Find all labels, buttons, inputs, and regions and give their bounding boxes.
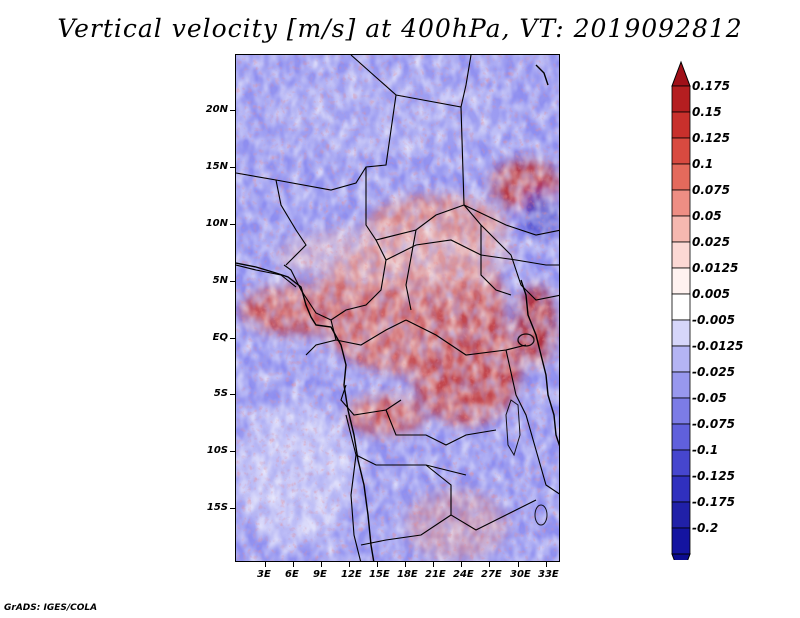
longitude-tick <box>546 562 547 567</box>
colorbar-segment <box>671 293 691 321</box>
colorbar-label: 0.025 <box>692 235 730 249</box>
colorbar-segment <box>671 111 691 139</box>
colorbar-segment <box>671 319 691 347</box>
longitude-label: 30E <box>510 569 531 580</box>
colorbar-segment <box>671 85 691 113</box>
latitude-label: 10N <box>205 218 228 229</box>
colorbar-label: -0.2 <box>692 521 719 535</box>
colorbar-segment <box>671 60 691 87</box>
longitude-tick <box>489 562 490 567</box>
longitude-label: 15E <box>369 569 390 580</box>
longitude-tick <box>293 562 294 567</box>
longitude-label: 27E <box>481 569 502 580</box>
colorbar-label: -0.075 <box>692 417 735 431</box>
colorbar-label: -0.125 <box>692 469 735 483</box>
latitude-label: 10S <box>206 445 228 456</box>
latitude-label: 15S <box>206 502 228 513</box>
colorbar-segment <box>671 137 691 165</box>
vertical-velocity-field <box>236 55 559 561</box>
grads-credit: GrADS: IGES/COLA <box>4 603 98 613</box>
longitude-tick <box>461 562 462 567</box>
colorbar-segment <box>671 215 691 243</box>
colorbar-label: 0.0125 <box>692 261 739 275</box>
colorbar-label: 0.125 <box>692 131 730 145</box>
colorbar-label: 0.15 <box>692 105 722 119</box>
colorbar-segment <box>671 397 691 425</box>
colorbar-segment <box>671 371 691 399</box>
longitude-label: 9E <box>313 569 327 580</box>
latitude-label: EQ <box>212 332 228 343</box>
longitude-label: 18E <box>397 569 418 580</box>
colorbar <box>671 60 691 560</box>
colorbar-segment <box>671 423 691 451</box>
colorbar-segment <box>671 527 691 555</box>
latitude-label: 20N <box>205 104 228 115</box>
colorbar-label: -0.1 <box>692 443 719 457</box>
longitude-tick <box>321 562 322 567</box>
longitude-tick <box>518 562 519 567</box>
colorbar-segment <box>671 267 691 295</box>
colorbar-label: -0.005 <box>692 313 735 327</box>
colorbar-segment <box>671 553 691 560</box>
latitude-label: 5S <box>213 388 228 399</box>
latitude-tick <box>230 394 235 395</box>
longitude-tick <box>433 562 434 567</box>
colorbar-label: 0.1 <box>692 157 714 171</box>
colorbar-segment <box>671 163 691 191</box>
longitude-tick <box>265 562 266 567</box>
latitude-tick <box>230 167 235 168</box>
longitude-tick <box>349 562 350 567</box>
latitude-label: 5N <box>212 275 228 286</box>
longitude-tick <box>405 562 406 567</box>
latitude-tick <box>230 338 235 339</box>
latitude-tick <box>230 451 235 452</box>
colorbar-label: -0.0125 <box>692 339 744 353</box>
latitude-tick <box>230 281 235 282</box>
longitude-label: 6E <box>285 569 299 580</box>
colorbar-segment <box>671 501 691 529</box>
latitude-label: 15N <box>205 161 228 172</box>
latitude-tick <box>230 508 235 509</box>
colorbar-segment <box>671 475 691 503</box>
longitude-label: 33E <box>538 569 559 580</box>
colorbar-label: -0.025 <box>692 365 735 379</box>
longitude-label: 3E <box>257 569 271 580</box>
colorbar-segment <box>671 241 691 269</box>
longitude-label: 21E <box>425 569 446 580</box>
longitude-label: 24E <box>453 569 474 580</box>
colorbar-label: -0.05 <box>692 391 727 405</box>
colorbar-label: 0.175 <box>692 79 730 93</box>
longitude-label: 12E <box>341 569 362 580</box>
colorbar-label: 0.075 <box>692 183 730 197</box>
colorbar-segment <box>671 189 691 217</box>
latitude-tick <box>230 110 235 111</box>
colorbar-label: 0.005 <box>692 287 730 301</box>
map-plot-area <box>235 54 560 562</box>
map-title: Vertical velocity [m/s] at 400hPa, VT: 2… <box>57 14 743 43</box>
latitude-tick <box>230 224 235 225</box>
colorbar-label: 0.05 <box>692 209 722 223</box>
longitude-tick <box>377 562 378 567</box>
colorbar-label: -0.175 <box>692 495 735 509</box>
colorbar-segment <box>671 449 691 477</box>
colorbar-segment <box>671 345 691 373</box>
